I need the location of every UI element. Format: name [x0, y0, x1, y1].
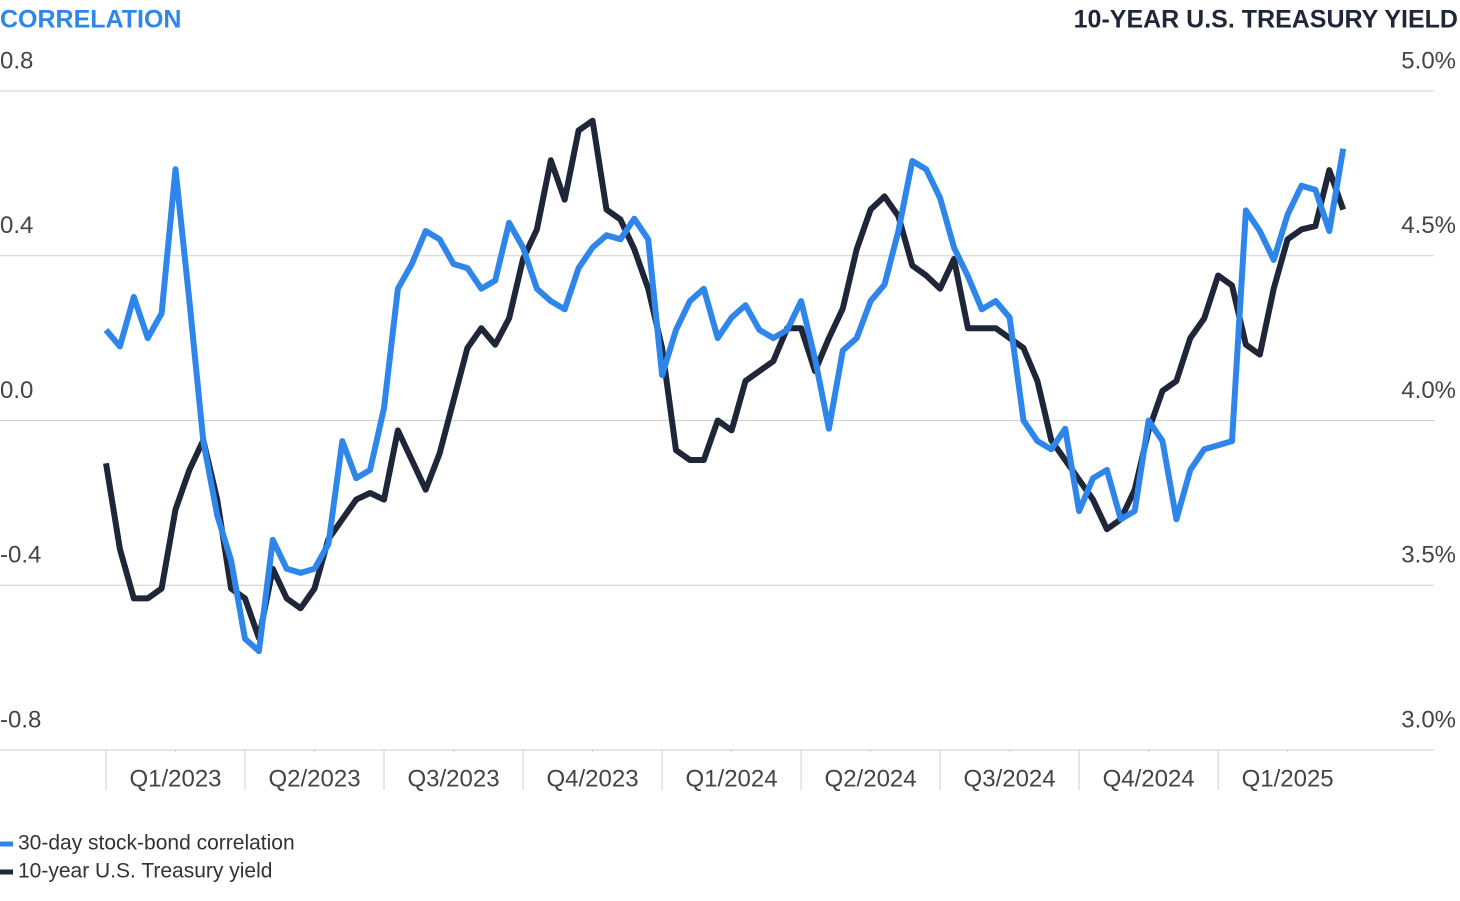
series-line [103, 148, 1347, 655]
x-tick-label: Q3/2023 [407, 765, 499, 792]
x-tick-label: Q3/2024 [964, 765, 1056, 792]
y2-axis-title: 10-YEAR U.S. TREASURY YIELD [1074, 6, 1458, 34]
y-tick-label: -0.4 [0, 542, 41, 569]
y2-tick-label: 3.5% [1401, 542, 1456, 569]
x-tick-label: Q4/2024 [1103, 765, 1195, 792]
legend-label: 10-year U.S. Treasury yield [18, 860, 272, 883]
y-axis-title: CORRELATION [0, 6, 181, 34]
x-tick-label: Q2/2024 [825, 765, 917, 792]
x-tick-label: Q2/2023 [268, 765, 360, 792]
y-tick-label: 0.0 [0, 377, 33, 404]
series-line [103, 117, 1347, 641]
y2-tick-label: 5.0% [1401, 47, 1456, 74]
x-tick-label: Q1/2023 [129, 765, 221, 792]
y2-tick-label: 3.0% [1401, 706, 1456, 733]
y-tick-label: -0.8 [0, 706, 41, 733]
y2-tick-label: 4.0% [1401, 377, 1456, 404]
y2-tick-label: 4.5% [1401, 212, 1456, 239]
y-tick-label: 0.4 [0, 212, 33, 239]
x-tick-label: Q1/2024 [686, 765, 778, 792]
x-tick-label: Q1/2025 [1242, 765, 1334, 792]
y-tick-label: 0.8 [0, 47, 33, 74]
legend-label: 30-day stock-bond correlation [18, 832, 295, 855]
x-tick-label: Q4/2023 [547, 765, 639, 792]
